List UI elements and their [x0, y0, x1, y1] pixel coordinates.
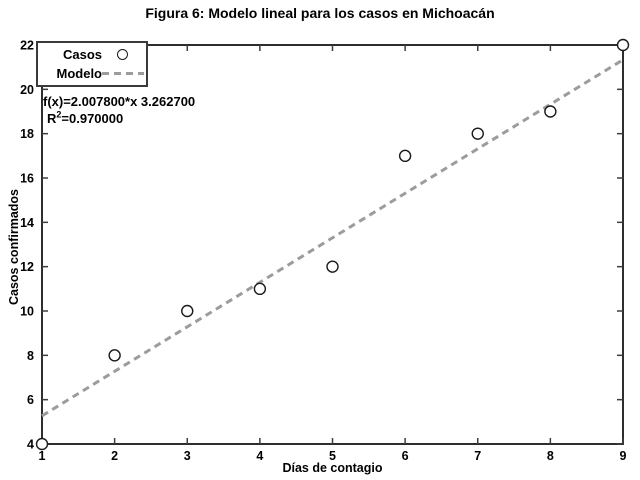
x-tick-label: 2 — [111, 449, 118, 463]
x-tick-label: 1 — [39, 449, 46, 463]
x-tick-label: 3 — [184, 449, 191, 463]
legend-label-modelo: Modelo — [56, 66, 103, 81]
y-tick-label: 10 — [20, 305, 34, 319]
data-point — [471, 127, 484, 140]
model-line — [41, 58, 624, 418]
legend-sample-casos — [102, 49, 143, 60]
x-tick-label: 4 — [256, 449, 263, 463]
x-tick-label: 7 — [474, 449, 481, 463]
model-annotation: f(x)=2.007800*x 3.262700 R2=0.970000 — [43, 93, 195, 127]
legend-label-casos: Casos — [62, 47, 102, 62]
y-tick-label: 12 — [20, 260, 34, 274]
data-point — [326, 260, 339, 273]
y-tick-label: 18 — [20, 127, 34, 141]
data-point — [181, 304, 194, 318]
model-equation: f(x)=2.007800*x 3.262700 — [43, 94, 196, 109]
data-point — [544, 105, 557, 118]
legend-entry-casos: Casos — [40, 45, 143, 64]
data-point — [616, 38, 630, 52]
y-tick-label: 22 — [20, 39, 34, 53]
y-tick-label: 4 — [27, 438, 34, 452]
data-point — [398, 149, 412, 163]
data-point — [253, 282, 267, 296]
dashed-line-icon — [102, 72, 144, 75]
x-tick-label: 6 — [402, 449, 409, 463]
data-point — [108, 349, 121, 362]
y-tick-label: 16 — [20, 172, 34, 186]
chart-title: Figura 6: Modelo lineal para los casos e… — [145, 5, 495, 21]
legend-sample-modelo — [102, 72, 144, 75]
y-tick-label: 14 — [20, 216, 34, 230]
r-squared-value: R2=0.970000 — [47, 109, 124, 126]
data-point — [35, 437, 49, 451]
y-tick-label: 6 — [27, 393, 34, 407]
circle-marker-icon — [117, 49, 128, 60]
legend: Casos Modelo — [36, 41, 148, 87]
x-tick-label: 5 — [329, 449, 336, 463]
y-tick-label: 20 — [20, 83, 34, 97]
legend-entry-modelo: Modelo — [40, 64, 144, 83]
x-tick-label: 9 — [620, 449, 627, 463]
y-tick-label: 8 — [27, 349, 34, 363]
x-axis-label: Días de contagio — [282, 461, 383, 475]
x-tick-label: 8 — [547, 449, 554, 463]
